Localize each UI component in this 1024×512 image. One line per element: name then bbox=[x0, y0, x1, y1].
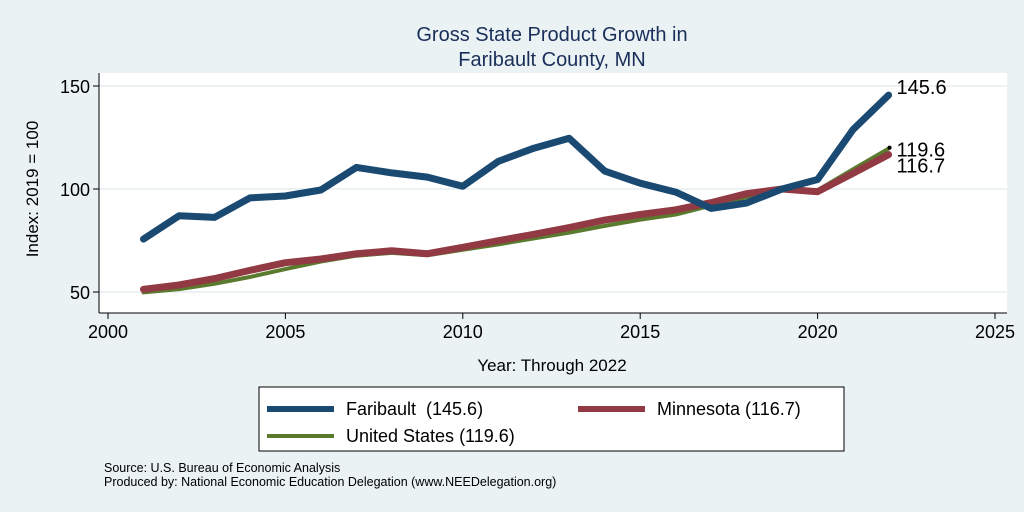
y-axis-title: Index: 2019 = 100 bbox=[23, 121, 42, 258]
end-label-united-states: 119.6 bbox=[897, 140, 946, 162]
gridlines bbox=[99, 85, 1007, 293]
produced-by-note: Produced by: National Economic Education… bbox=[104, 475, 556, 489]
end-marker-united-states bbox=[887, 145, 892, 150]
y-tick-label-50: 50 bbox=[70, 283, 90, 303]
y-tick-label-150: 150 bbox=[60, 77, 90, 97]
end-label-faribault: 145.6 bbox=[897, 77, 947, 99]
x-tick-label-2010: 2010 bbox=[443, 322, 483, 342]
chart-title-line-1: Gross State Product Growth in bbox=[416, 24, 687, 46]
x-tick-label-2020: 2020 bbox=[798, 322, 838, 342]
x-tick-label-2015: 2015 bbox=[620, 322, 660, 342]
legend-label-faribault: Faribault (145.6) bbox=[346, 399, 483, 419]
series-line-faribault bbox=[140, 91, 893, 243]
legend-box bbox=[258, 386, 845, 452]
x-axis-title: Year: Through 2022 bbox=[477, 356, 626, 375]
series-lines bbox=[140, 91, 893, 295]
y-tick-label-100: 100 bbox=[60, 180, 90, 200]
chart-title-line-2: Faribault County, MN bbox=[458, 49, 645, 71]
x-tick-label-2005: 2005 bbox=[265, 322, 305, 342]
legend: Faribault (145.6) Minnesota (116.7) Unit… bbox=[258, 386, 845, 452]
axes: 50 100 150 2000 2005 2010 2015 2020 2025 bbox=[60, 73, 1015, 342]
end-label-minnesota: 116.7 bbox=[897, 156, 946, 178]
x-tick-label-2025: 2025 bbox=[975, 322, 1015, 342]
series-line-minnesota bbox=[140, 151, 893, 293]
source-note: Source: U.S. Bureau of Economic Analysis bbox=[104, 461, 340, 475]
legend-label-minnesota: Minnesota (116.7) bbox=[657, 399, 801, 419]
legend-label-united-states: United States (119.6) bbox=[346, 426, 515, 446]
x-tick-label-2000: 2000 bbox=[88, 322, 128, 342]
